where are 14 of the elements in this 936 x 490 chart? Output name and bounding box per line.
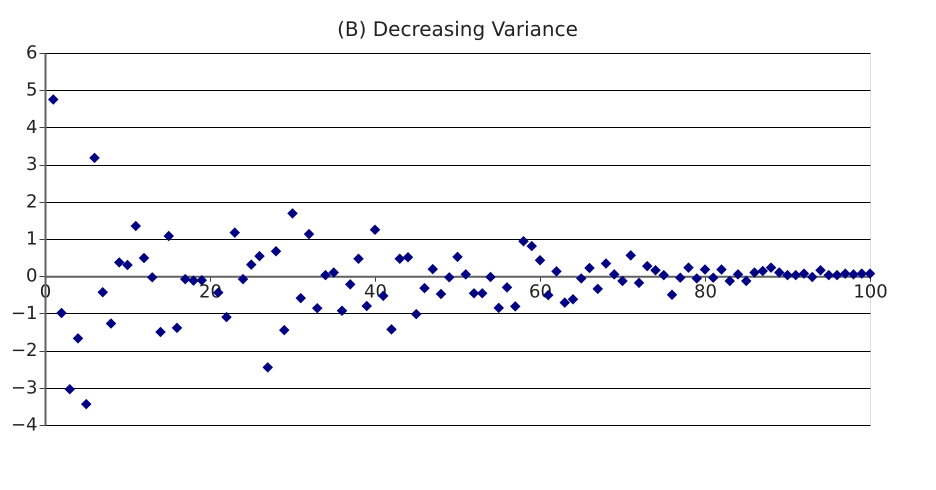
y-tick-label: 3 — [26, 154, 38, 176]
y-tick-label: −1 — [10, 302, 38, 324]
y-tick-label: 1 — [26, 228, 38, 250]
y-tick-label: 6 — [26, 42, 38, 64]
y-tick-label: −4 — [10, 414, 38, 436]
y-tick-label: 0 — [26, 266, 38, 287]
y-tick-label: 2 — [26, 191, 38, 212]
y-tick-label: 4 — [26, 116, 38, 138]
x-tick-label: 80 — [694, 282, 717, 303]
y-tick-label: −3 — [10, 377, 38, 398]
x-tick-label: 100 — [853, 282, 888, 303]
y-tick-label: 5 — [26, 80, 38, 101]
chart-title: (B) Decreasing Variance — [337, 17, 578, 41]
y-tick-label: −2 — [10, 340, 38, 362]
